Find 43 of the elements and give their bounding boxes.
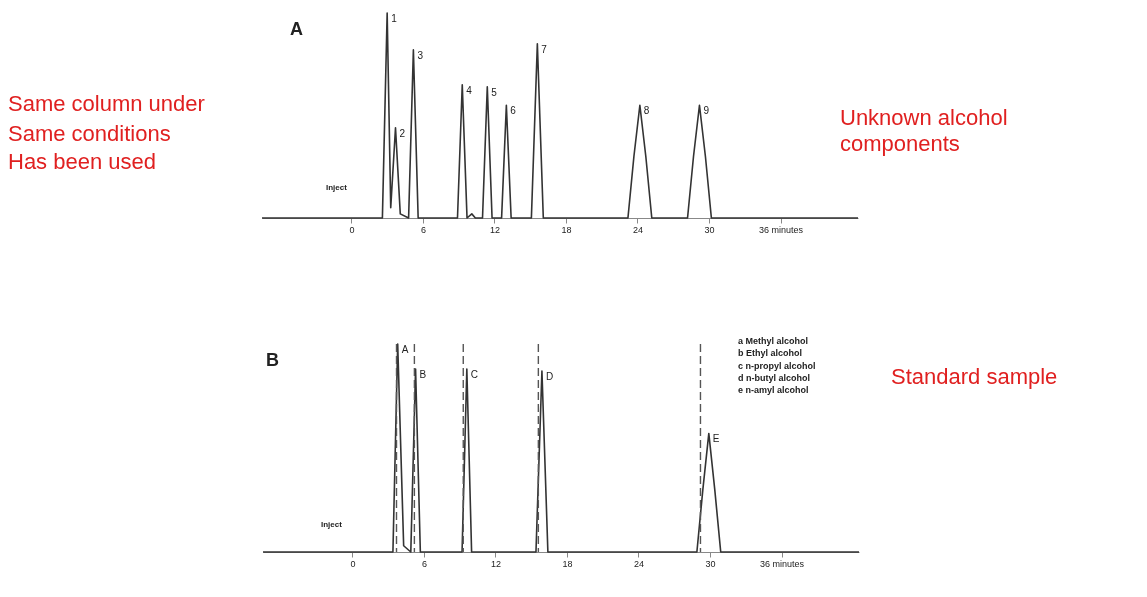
x-tick-label: 24 [633,558,644,569]
x-tick-label: 0 [350,558,356,569]
text: Same conditions [8,121,171,146]
annotation: d n-butyl alcohol [738,373,810,383]
annotation: 7 [541,43,548,55]
annotation: 3 [417,49,424,61]
chart-title: A [290,19,303,39]
x-tick-label: 12 [490,558,501,569]
annotation: 8 [643,105,650,117]
annotation: c n-propyl alcohol [738,361,816,371]
annotation: A [401,344,409,355]
x-tick-label: 12 [489,224,500,235]
text: Same column under [8,91,205,116]
x-tick-label: 18 [562,558,573,569]
annotation: 5 [491,86,498,98]
annotation: E [712,433,720,445]
x-tick-label: 24 [632,224,643,235]
annotation: Unknown alcohol [840,105,1008,130]
annotation: 9 [703,105,710,117]
annotation: e n-amyl alcohol [738,385,809,395]
text: Has been used [8,149,156,174]
annotation: Inject [326,183,348,192]
text: Standard sample [891,364,1058,389]
annotation: Inject [321,520,343,529]
x-tick-label: 6 [420,224,426,235]
annotation: b Ethyl alcohol [738,348,803,358]
annotation: 1 [391,13,398,24]
annotation: 2 [399,127,406,139]
x-tick-label: 36 minutes [759,224,804,235]
annotation: C [470,368,479,380]
x-tick-label: 30 [704,224,715,235]
x-tick-label: 18 [561,224,572,235]
x-tick-label: 0 [349,224,355,235]
annotation: 4 [466,84,473,96]
x-tick-label: 6 [421,558,427,569]
annotation: D [545,371,554,383]
annotation: B [419,368,427,380]
x-tick-label: 30 [705,558,716,569]
annotation: 6 [510,105,517,117]
chart-title: B [266,350,279,370]
annotation: a Methyl alcohol [738,336,809,346]
annotation: components [840,131,960,156]
x-tick-label: 36 minutes [760,558,805,569]
